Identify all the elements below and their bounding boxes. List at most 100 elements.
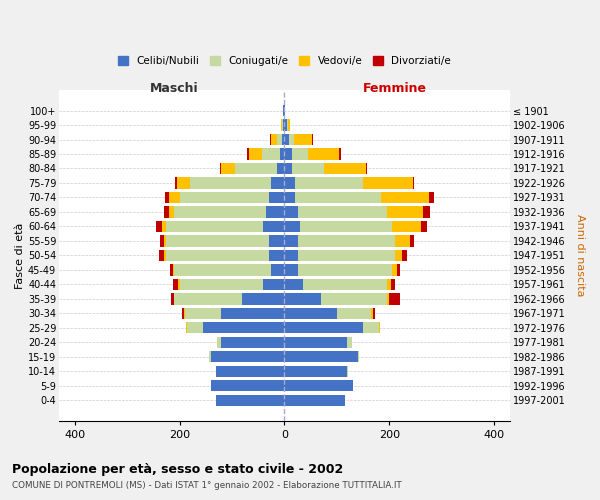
Text: COMUNE DI PONTREMOLI (MS) - Dati ISTAT 1° gennaio 2002 - Elaborazione TUTTITALIA: COMUNE DI PONTREMOLI (MS) - Dati ISTAT 1… bbox=[12, 481, 402, 490]
Bar bbox=[284, 264, 298, 276]
Bar bbox=[266, 206, 284, 218]
Bar bbox=[363, 178, 413, 188]
Bar bbox=[303, 278, 386, 290]
Bar bbox=[284, 163, 292, 174]
Bar bbox=[269, 250, 284, 261]
Bar bbox=[187, 322, 203, 334]
Bar bbox=[249, 148, 262, 160]
Bar bbox=[277, 134, 282, 145]
Bar bbox=[347, 336, 352, 348]
Bar bbox=[263, 221, 284, 232]
Bar bbox=[263, 278, 284, 290]
Bar bbox=[280, 148, 284, 160]
Bar bbox=[179, 278, 263, 290]
Bar bbox=[284, 178, 295, 188]
Bar bbox=[160, 236, 164, 246]
Bar bbox=[164, 236, 166, 246]
Bar bbox=[413, 178, 415, 188]
Bar bbox=[395, 250, 403, 261]
Bar bbox=[392, 221, 421, 232]
Y-axis label: Fasce di età: Fasce di età bbox=[15, 222, 25, 288]
Bar bbox=[269, 192, 284, 203]
Bar bbox=[283, 105, 284, 116]
Bar bbox=[284, 394, 345, 406]
Bar bbox=[373, 308, 375, 319]
Bar bbox=[269, 236, 284, 246]
Bar bbox=[284, 105, 286, 116]
Bar bbox=[386, 206, 424, 218]
Bar bbox=[284, 336, 347, 348]
Bar bbox=[284, 236, 298, 246]
Bar bbox=[209, 351, 211, 362]
Text: Maschi: Maschi bbox=[150, 82, 199, 94]
Bar bbox=[382, 192, 428, 203]
Bar bbox=[166, 250, 269, 261]
Bar bbox=[300, 221, 392, 232]
Bar bbox=[169, 192, 179, 203]
Bar bbox=[282, 134, 284, 145]
Bar bbox=[337, 308, 371, 319]
Bar bbox=[175, 178, 177, 188]
Bar bbox=[284, 278, 303, 290]
Bar bbox=[177, 178, 190, 188]
Bar bbox=[271, 134, 277, 145]
Bar bbox=[284, 221, 300, 232]
Y-axis label: Anni di nascita: Anni di nascita bbox=[575, 214, 585, 296]
Bar bbox=[284, 366, 347, 377]
Bar bbox=[386, 278, 391, 290]
Bar bbox=[379, 322, 380, 334]
Bar bbox=[284, 293, 321, 304]
Bar bbox=[292, 163, 324, 174]
Bar bbox=[284, 308, 337, 319]
Bar bbox=[371, 308, 373, 319]
Bar bbox=[156, 221, 162, 232]
Bar bbox=[166, 221, 263, 232]
Bar bbox=[287, 120, 290, 130]
Bar bbox=[284, 250, 298, 261]
Bar bbox=[171, 293, 174, 304]
Bar bbox=[190, 178, 271, 188]
Bar bbox=[284, 351, 358, 362]
Bar bbox=[363, 322, 379, 334]
Bar bbox=[391, 278, 395, 290]
Bar bbox=[365, 163, 367, 174]
Text: Popolazione per età, sesso e stato civile - 2002: Popolazione per età, sesso e stato civil… bbox=[12, 462, 343, 475]
Bar bbox=[211, 351, 284, 362]
Bar bbox=[179, 192, 269, 203]
Bar bbox=[397, 264, 400, 276]
Bar bbox=[340, 148, 341, 160]
Bar bbox=[174, 293, 242, 304]
Bar bbox=[170, 264, 173, 276]
Bar bbox=[220, 163, 221, 174]
Bar bbox=[284, 134, 289, 145]
Bar bbox=[284, 322, 363, 334]
Bar bbox=[186, 322, 187, 334]
Bar bbox=[289, 134, 294, 145]
Bar bbox=[321, 293, 386, 304]
Bar bbox=[358, 351, 359, 362]
Bar bbox=[298, 264, 392, 276]
Bar bbox=[284, 148, 292, 160]
Bar bbox=[242, 293, 284, 304]
Bar bbox=[298, 250, 395, 261]
Bar bbox=[284, 380, 353, 392]
Bar bbox=[221, 308, 284, 319]
Bar bbox=[386, 293, 389, 304]
Bar bbox=[173, 278, 178, 290]
Bar bbox=[174, 264, 271, 276]
Bar bbox=[298, 236, 395, 246]
Bar bbox=[221, 163, 235, 174]
Bar bbox=[410, 236, 415, 246]
Bar bbox=[271, 178, 284, 188]
Bar bbox=[178, 278, 179, 290]
Bar bbox=[173, 264, 174, 276]
Bar bbox=[247, 148, 249, 160]
Bar bbox=[203, 322, 284, 334]
Bar bbox=[174, 206, 266, 218]
Bar bbox=[284, 120, 287, 130]
Text: Femmine: Femmine bbox=[362, 82, 427, 94]
Bar bbox=[182, 308, 184, 319]
Bar bbox=[165, 192, 169, 203]
Bar bbox=[298, 206, 386, 218]
Bar bbox=[284, 192, 295, 203]
